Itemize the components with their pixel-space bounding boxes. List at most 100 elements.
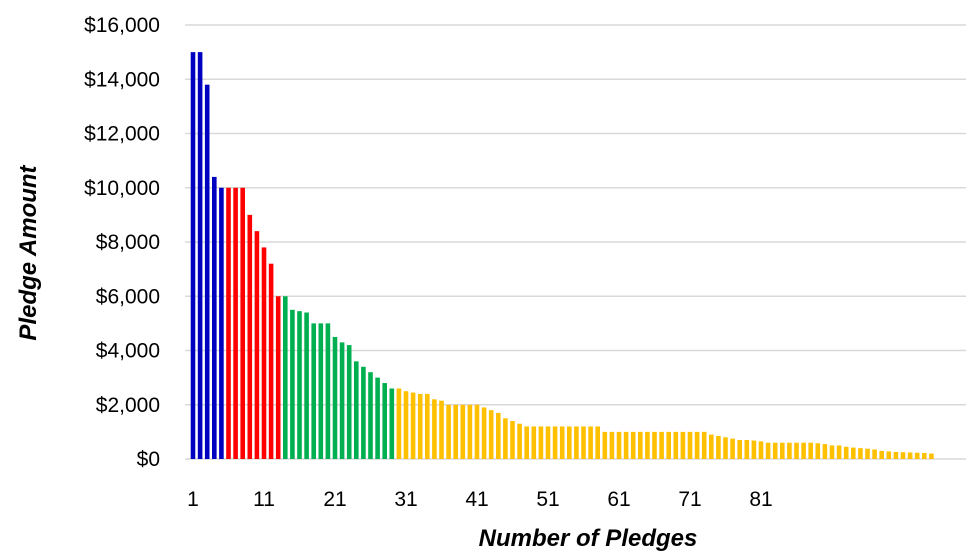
bar <box>730 438 735 459</box>
x-tick-label: 51 <box>536 488 559 511</box>
bar <box>609 431 615 459</box>
bar <box>780 442 785 459</box>
bar <box>836 445 842 459</box>
bar <box>503 418 508 459</box>
bar <box>673 431 679 459</box>
bar <box>417 393 423 459</box>
bar <box>808 442 813 459</box>
x-tick-label: 61 <box>607 488 630 511</box>
bar <box>545 426 551 459</box>
bar <box>254 231 260 459</box>
bar <box>524 426 529 459</box>
bar <box>261 247 267 459</box>
bar <box>709 434 714 459</box>
bar <box>510 421 515 459</box>
bar <box>332 336 338 459</box>
bar <box>588 426 593 459</box>
y-tick-label: $6,000 <box>96 285 160 308</box>
bar <box>616 431 622 459</box>
bar <box>694 431 700 459</box>
bar <box>623 431 629 459</box>
x-tick-label: 21 <box>323 488 346 511</box>
bar <box>346 345 352 459</box>
bar <box>829 445 835 459</box>
bar <box>787 442 792 459</box>
bar <box>929 453 934 459</box>
bar <box>559 426 565 459</box>
bar <box>290 309 295 459</box>
y-tick-label: $0 <box>137 448 160 471</box>
bar <box>822 444 828 459</box>
y-tick-label: $4,000 <box>96 340 160 363</box>
bar <box>744 440 750 459</box>
bar <box>304 312 309 459</box>
bar <box>375 377 380 459</box>
bar <box>339 342 345 459</box>
bar <box>723 437 728 459</box>
bar <box>815 443 821 459</box>
bar <box>453 404 458 459</box>
x-tick-label: 31 <box>394 488 417 511</box>
bar <box>247 214 253 459</box>
x-tick-label: 1 <box>187 488 199 511</box>
gridlines <box>185 24 966 460</box>
bar <box>268 263 274 459</box>
bar <box>907 452 913 459</box>
bar <box>204 84 210 460</box>
bar <box>382 383 387 459</box>
bar <box>233 187 238 459</box>
bar <box>630 431 636 459</box>
y-tick-label: $12,000 <box>84 123 160 146</box>
y-tick-label: $14,000 <box>84 68 160 91</box>
bar <box>240 187 245 459</box>
bar <box>872 449 877 459</box>
bar <box>801 442 806 459</box>
bar <box>361 366 366 459</box>
bar <box>439 400 444 459</box>
y-axis-title: Pledge Amount <box>15 164 42 340</box>
bar <box>659 431 664 459</box>
bar <box>226 187 231 459</box>
bar <box>283 296 288 459</box>
bar <box>567 426 572 459</box>
bar <box>922 453 927 459</box>
bar <box>843 446 849 459</box>
y-tick-label: $16,000 <box>84 14 160 37</box>
y-tick-label: $10,000 <box>84 177 160 200</box>
bar <box>538 426 544 459</box>
bar <box>772 442 778 459</box>
bar <box>893 451 899 459</box>
bar <box>758 441 764 459</box>
bar <box>318 323 324 459</box>
bar <box>716 435 721 459</box>
bar <box>531 426 537 459</box>
bar <box>219 187 224 459</box>
x-tick-label: 71 <box>678 488 701 511</box>
bar <box>765 442 771 459</box>
bar <box>900 452 906 459</box>
bar <box>410 392 416 459</box>
bar <box>325 323 331 459</box>
bar <box>914 452 920 459</box>
bar <box>638 431 643 459</box>
bar <box>865 448 870 459</box>
y-tick-labels: $0 $2,000 $4,000 $6,000 $8,000 $10,000 $12,000… <box>84 14 160 471</box>
y-tick-label: $2,000 <box>96 394 160 417</box>
bar <box>212 176 217 459</box>
bar <box>368 372 373 459</box>
bar <box>446 404 451 459</box>
bar <box>389 388 395 459</box>
bar <box>737 440 742 459</box>
bar <box>851 447 856 459</box>
bar <box>460 404 466 459</box>
bar <box>794 442 799 459</box>
bar <box>574 426 579 459</box>
bar <box>517 423 522 459</box>
bar <box>190 52 196 459</box>
bar <box>275 296 281 459</box>
bar <box>581 426 586 459</box>
y-tick-label: $8,000 <box>96 231 160 254</box>
x-tick-label: 41 <box>465 488 488 511</box>
bar <box>552 426 558 459</box>
